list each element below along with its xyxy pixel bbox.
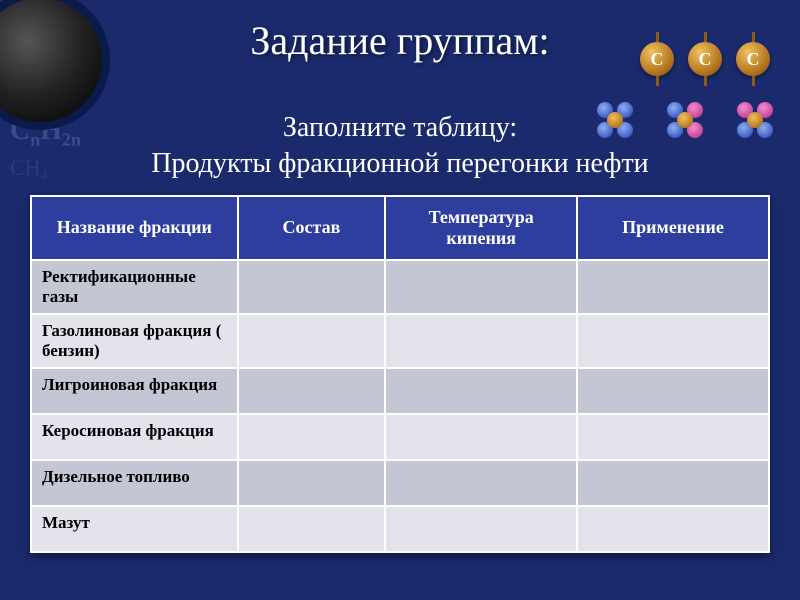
table-cell (385, 414, 577, 460)
carbon-badge-label: C (747, 49, 760, 70)
table-cell (238, 368, 386, 414)
table-row: Мазут (31, 506, 769, 552)
subtitle-line-2: Продукты фракционной перегонки нефти (151, 148, 648, 179)
table-header-row: Название фракции Состав Температура кипе… (31, 196, 769, 260)
carbon-badge-icon: C (640, 42, 674, 76)
subtitle-line-1: Заполните таблицу: (283, 112, 517, 143)
c-badges-row: C C C (640, 42, 770, 76)
carbon-badge-icon: C (688, 42, 722, 76)
table-cell: Дизельное топливо (31, 460, 238, 506)
table-cell (238, 506, 386, 552)
table-row: Керосиновая фракция (31, 414, 769, 460)
table-cell (238, 460, 386, 506)
table-cell (577, 314, 769, 368)
table-cell (577, 460, 769, 506)
table-row: Ректификационные газы (31, 260, 769, 314)
fractions-table: Название фракции Состав Температура кипе… (30, 195, 770, 553)
table-cell (385, 460, 577, 506)
table-row: Дизельное топливо (31, 460, 769, 506)
table-cell (238, 414, 386, 460)
table-cell (385, 506, 577, 552)
table-cell: Газолиновая фракция ( бензин) (31, 314, 238, 368)
page-title: Задание группам: (250, 17, 549, 64)
table-cell: Ректификационные газы (31, 260, 238, 314)
subtitle: Заполните таблицу: Продукты фракционной … (0, 110, 800, 183)
table-cell (385, 314, 577, 368)
table-cell (385, 260, 577, 314)
table-cell (577, 414, 769, 460)
col-header-composition: Состав (238, 196, 386, 260)
table-cell (577, 506, 769, 552)
table-row: Газолиновая фракция ( бензин) (31, 314, 769, 368)
table-cell: Керосиновая фракция (31, 414, 238, 460)
table-row: Лигроиновая фракция (31, 368, 769, 414)
carbon-badge-icon: C (736, 42, 770, 76)
table-cell (577, 368, 769, 414)
table-cell (577, 260, 769, 314)
table-cell (238, 260, 386, 314)
table-cell (238, 314, 386, 368)
table-cell: Мазут (31, 506, 238, 552)
carbon-badge-label: C (651, 49, 664, 70)
table-cell (385, 368, 577, 414)
table-cell: Лигроиновая фракция (31, 368, 238, 414)
col-header-boiling: Температура кипения (385, 196, 577, 260)
col-header-name: Название фракции (31, 196, 238, 260)
carbon-badge-label: C (699, 49, 712, 70)
col-header-application: Применение (577, 196, 769, 260)
